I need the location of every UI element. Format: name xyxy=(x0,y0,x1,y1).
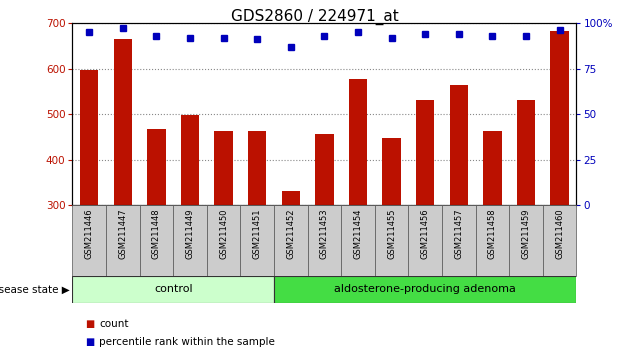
Text: GSM211455: GSM211455 xyxy=(387,209,396,259)
Text: GSM211452: GSM211452 xyxy=(287,209,295,259)
Text: GSM211448: GSM211448 xyxy=(152,209,161,259)
Text: GSM211460: GSM211460 xyxy=(555,209,564,259)
Bar xyxy=(282,191,300,205)
FancyBboxPatch shape xyxy=(307,205,341,276)
Text: GSM211453: GSM211453 xyxy=(320,209,329,259)
Text: ■: ■ xyxy=(85,337,94,347)
FancyBboxPatch shape xyxy=(543,205,576,276)
FancyBboxPatch shape xyxy=(72,276,274,303)
Text: GDS2860 / 224971_at: GDS2860 / 224971_at xyxy=(231,9,399,25)
Text: control: control xyxy=(154,284,193,295)
Bar xyxy=(551,31,569,205)
Bar xyxy=(483,131,501,205)
Bar xyxy=(382,138,401,205)
Bar xyxy=(113,39,132,205)
Bar xyxy=(416,101,435,205)
Text: disease state ▶: disease state ▶ xyxy=(0,284,69,295)
FancyBboxPatch shape xyxy=(106,205,140,276)
FancyBboxPatch shape xyxy=(207,205,241,276)
Bar xyxy=(80,70,98,205)
FancyBboxPatch shape xyxy=(375,205,408,276)
Bar xyxy=(248,131,266,205)
FancyBboxPatch shape xyxy=(274,205,307,276)
Text: GSM211454: GSM211454 xyxy=(353,209,362,259)
FancyBboxPatch shape xyxy=(72,205,106,276)
Bar xyxy=(214,131,233,205)
FancyBboxPatch shape xyxy=(140,205,173,276)
FancyBboxPatch shape xyxy=(442,205,476,276)
FancyBboxPatch shape xyxy=(274,276,576,303)
Text: GSM211451: GSM211451 xyxy=(253,209,261,259)
FancyBboxPatch shape xyxy=(241,205,274,276)
Bar xyxy=(147,129,166,205)
Bar xyxy=(181,115,199,205)
Text: GSM211457: GSM211457 xyxy=(454,209,463,259)
Text: GSM211449: GSM211449 xyxy=(186,209,195,259)
Bar xyxy=(315,134,334,205)
Text: GSM211446: GSM211446 xyxy=(85,209,94,259)
Text: GSM211450: GSM211450 xyxy=(219,209,228,259)
Bar xyxy=(517,101,536,205)
Text: GSM211458: GSM211458 xyxy=(488,209,497,259)
FancyBboxPatch shape xyxy=(408,205,442,276)
Text: count: count xyxy=(99,319,129,329)
Bar xyxy=(349,79,367,205)
Text: GSM211459: GSM211459 xyxy=(522,209,530,259)
FancyBboxPatch shape xyxy=(509,205,543,276)
Text: ■: ■ xyxy=(85,319,94,329)
Text: percentile rank within the sample: percentile rank within the sample xyxy=(99,337,275,347)
Text: GSM211447: GSM211447 xyxy=(118,209,127,259)
FancyBboxPatch shape xyxy=(173,205,207,276)
Text: GSM211456: GSM211456 xyxy=(421,209,430,259)
Text: aldosterone-producing adenoma: aldosterone-producing adenoma xyxy=(335,284,516,295)
Bar xyxy=(450,85,468,205)
FancyBboxPatch shape xyxy=(341,205,375,276)
FancyBboxPatch shape xyxy=(476,205,509,276)
